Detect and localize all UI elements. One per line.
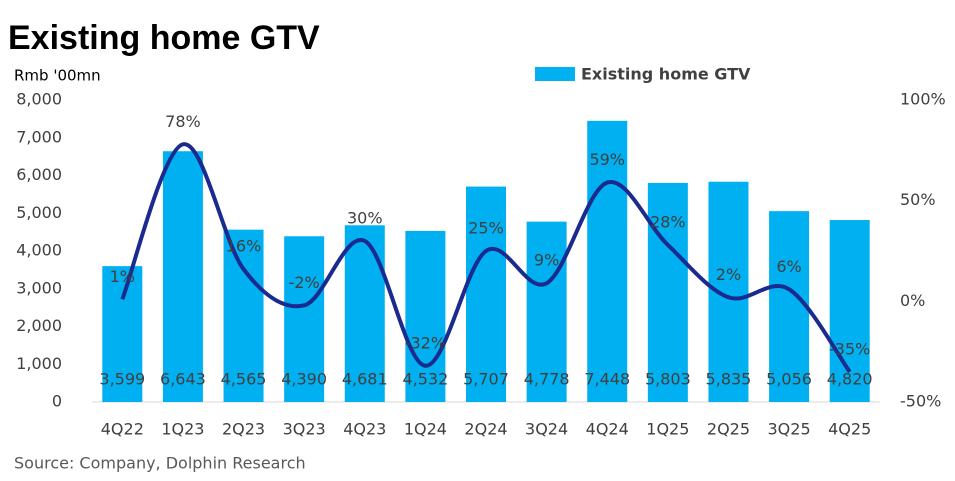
data-label: 5,835 [706,370,752,389]
y-tick-label: 5,000 [16,203,62,222]
y-axis-label: Rmb '00mn [14,67,101,85]
x-tick-label: 1Q23 [161,420,204,439]
data-label: 25% [468,219,504,238]
x-tick-label: 4Q24 [586,420,629,439]
y2-tick-label: -50% [900,392,941,411]
data-label: 3,599 [99,370,145,389]
y2-tick-label: 50% [900,190,936,209]
bar [647,182,688,402]
y2-tick-label: 0% [900,291,925,310]
data-label: 7,448 [584,370,630,389]
x-tick-label: 3Q25 [768,420,811,439]
legend-label: Existing home GTV [581,65,751,84]
data-label: 6% [776,257,801,276]
x-tick-label: 4Q23 [343,420,386,439]
y-tick-label: 6,000 [16,165,62,184]
y-tick-label: 4,000 [16,241,62,260]
source-note: Source: Company, Dolphin Research [14,454,306,473]
bar [405,230,446,402]
x-tick-label: 3Q24 [525,420,568,439]
legend-swatch [535,67,575,81]
data-label: 4,565 [221,370,267,389]
y-tick-label: 7,000 [16,127,62,146]
data-label: 59% [589,150,625,169]
chart-title: Existing home GTV [8,19,320,57]
bar [466,186,506,402]
x-tick-label: 4Q25 [828,420,871,439]
bar [223,229,264,402]
data-label: 5,056 [766,370,812,389]
x-tick-label: 1Q25 [646,420,689,439]
y-tick-label: 3,000 [16,278,62,297]
data-label: 4,390 [281,370,327,389]
bar [162,151,203,402]
x-tick-label: 2Q23 [222,420,265,439]
x-tick-label: 4Q22 [101,420,144,439]
y-tick-label: 2,000 [16,316,62,335]
growth-line [120,142,852,373]
data-label: -32% [405,333,446,352]
data-label: 9% [534,251,559,270]
data-label: 4,532 [402,370,448,389]
x-tick-label: 2Q24 [464,420,507,439]
y-tick-label: 1,000 [16,354,62,373]
data-label: 16% [226,237,262,256]
data-label: 78% [165,112,201,131]
data-label: 6,643 [160,370,206,389]
data-label: -35% [829,339,870,358]
data-label: 4,820 [827,370,873,389]
data-label: 2% [716,265,741,284]
x-tick-label: 2Q25 [707,420,750,439]
bar [526,221,567,402]
data-label: 28% [650,212,686,231]
data-label: 5,803 [645,370,691,389]
bar [587,120,628,402]
y-tick-label: 0 [52,392,62,411]
x-tick-label: 3Q23 [283,420,326,439]
y2-tick-label: 100% [900,90,946,109]
x-tick-label: 1Q24 [404,420,447,439]
bar [769,211,810,402]
data-label: 5,707 [463,370,509,389]
data-label: 4,681 [342,370,388,389]
data-label: 30% [347,208,383,227]
data-label: 4,778 [524,370,570,389]
bar [284,236,325,402]
bar [344,225,385,402]
bar [102,266,143,402]
data-label: 1% [110,267,135,286]
data-label: -2% [289,273,320,292]
y-tick-label: 8,000 [16,90,62,109]
